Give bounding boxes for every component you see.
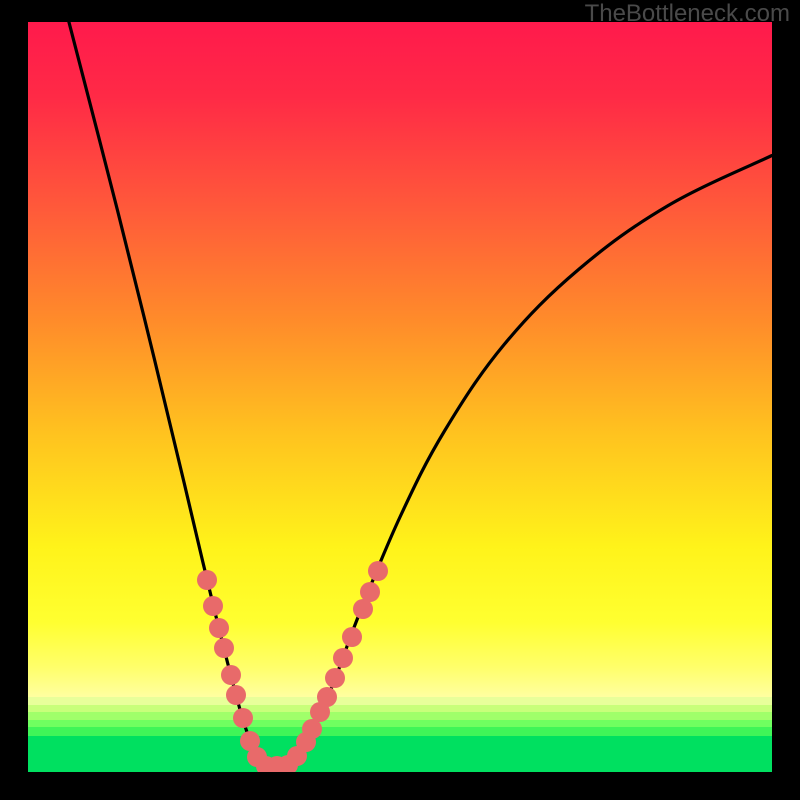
curve-path [69,22,772,768]
bottleneck-curve [28,22,772,772]
data-marker [214,638,234,658]
border-right [772,0,800,800]
data-marker [209,618,229,638]
data-marker [226,685,246,705]
data-marker [317,687,337,707]
border-left [0,0,28,800]
chart-root: { "canvas": { "width": 800, "height": 80… [0,0,800,800]
data-marker [233,708,253,728]
data-marker [325,668,345,688]
data-marker [342,627,362,647]
border-bottom [0,772,800,800]
plot-area [28,22,772,772]
data-marker [333,648,353,668]
data-marker [368,561,388,581]
data-marker [360,582,380,602]
data-marker [203,596,223,616]
watermark-text: TheBottleneck.com [585,0,790,28]
data-marker [221,665,241,685]
data-marker [197,570,217,590]
